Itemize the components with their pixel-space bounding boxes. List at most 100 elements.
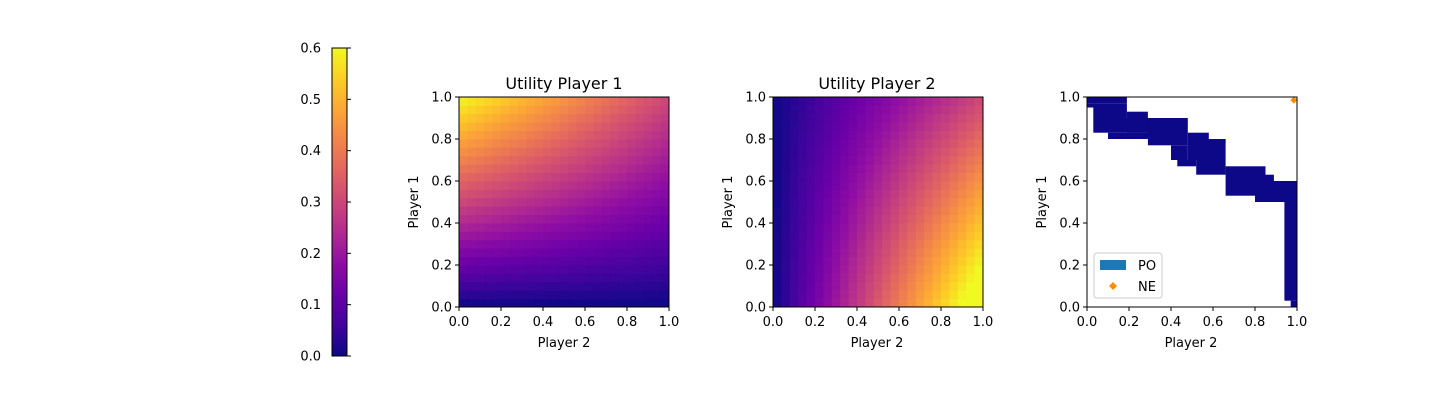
- heatmap-cell: [610, 189, 619, 199]
- heatmap-cell: [873, 97, 883, 106]
- heatmap-cell: [635, 181, 645, 190]
- heatmap-cell: [543, 248, 552, 257]
- heatmap-cell: [526, 206, 535, 215]
- heatmap-cell: [484, 172, 493, 182]
- heatmap-cell: [492, 231, 502, 241]
- heatmap-cell: [865, 197, 875, 207]
- heatmap-cell: [543, 113, 552, 123]
- heatmap-cell: [627, 248, 636, 257]
- heatmap-cell: [907, 172, 917, 182]
- heatmap-cell: [492, 172, 502, 182]
- heatmap-cell: [492, 298, 502, 308]
- heatmap-cell: [576, 214, 586, 224]
- heatmap-cell: [467, 130, 477, 140]
- heatmap-cell: [806, 273, 816, 283]
- heatmap-cell: [543, 139, 552, 148]
- y-tick-label: 0.8: [745, 133, 766, 148]
- heatmap-cell: [610, 197, 619, 207]
- heatmap-cell: [915, 172, 925, 182]
- heatmap-cell: [551, 248, 561, 257]
- heatmap-cell: [873, 172, 883, 182]
- heatmap-cell: [643, 256, 653, 266]
- heatmap-cell: [823, 256, 833, 266]
- heatmap-cell: [890, 206, 900, 215]
- heatmap-cell: [618, 197, 628, 207]
- heatmap-cell: [635, 223, 645, 232]
- heatmap-cell: [789, 130, 799, 140]
- colorbar-tick-label: 0.2: [300, 247, 321, 262]
- heatmap-cell: [831, 256, 841, 266]
- heatmap-cell: [924, 105, 933, 115]
- heatmap-cell: [635, 298, 645, 308]
- heatmap-cell: [915, 273, 925, 283]
- heatmap-cell: [806, 197, 816, 207]
- heatmap-cell: [815, 298, 824, 308]
- heatmap-cell: [459, 256, 468, 266]
- heatmap-cell: [610, 155, 619, 165]
- heatmap-cell: [610, 113, 619, 123]
- heatmap-cell: [781, 281, 791, 291]
- heatmap-cell: [848, 164, 858, 173]
- heatmap-cell: [899, 181, 908, 190]
- heatmap-cell: [534, 239, 544, 249]
- heatmap-cell: [459, 181, 468, 190]
- heatmap-cell: [475, 113, 485, 123]
- heatmap-cell: [459, 197, 468, 207]
- heatmap-cell: [974, 214, 984, 224]
- heatmap-cell: [857, 206, 866, 215]
- heatmap-cell: [660, 139, 670, 148]
- heatmap-cell: [941, 273, 950, 283]
- heatmap-cell: [899, 189, 908, 199]
- heatmap-cell: [475, 172, 485, 182]
- heatmap-cell: [789, 155, 799, 165]
- heatmap-cell: [559, 189, 569, 199]
- heatmap-cell: [509, 298, 519, 308]
- heatmap-cell: [865, 139, 875, 148]
- utility-player-2-heatmap: [773, 97, 984, 308]
- heatmap-cell: [907, 256, 917, 266]
- heatmap-cell: [543, 281, 552, 291]
- heatmap-cell: [459, 265, 468, 274]
- heatmap-cell: [576, 113, 586, 123]
- heatmap-cell: [873, 181, 883, 190]
- heatmap-cell: [559, 181, 569, 190]
- heatmap-cell: [652, 197, 661, 207]
- heatmap-cell: [873, 139, 883, 148]
- heatmap-cell: [882, 147, 891, 157]
- x-tick-label: 0.2: [491, 315, 512, 330]
- heatmap-cell: [492, 147, 502, 157]
- heatmap-cell: [865, 248, 875, 257]
- heatmap-cell: [823, 298, 833, 308]
- heatmap-cell: [890, 97, 900, 106]
- heatmap-cell: [610, 256, 619, 266]
- heatmap-cell: [907, 206, 917, 215]
- heatmap-cell: [924, 147, 933, 157]
- heatmap-cell: [840, 281, 849, 291]
- x-tick-label: 1.0: [659, 315, 680, 330]
- heatmap-cell: [627, 214, 636, 224]
- heatmap-cell: [660, 206, 670, 215]
- heatmap-cell: [475, 189, 485, 199]
- heatmap-cell: [559, 248, 569, 257]
- heatmap-cell: [882, 97, 891, 106]
- heatmap-cell: [501, 206, 510, 215]
- heatmap-cell: [848, 265, 858, 274]
- heatmap-cell: [899, 206, 908, 215]
- heatmap-cell: [509, 97, 519, 106]
- heatmap-cell: [865, 281, 875, 291]
- heatmap-cell: [568, 139, 577, 148]
- heatmap-cell: [475, 214, 485, 224]
- heatmap-cell: [798, 206, 807, 215]
- heatmap-cell: [848, 256, 858, 266]
- heatmap-cell: [789, 214, 799, 224]
- heatmap-cell: [789, 281, 799, 291]
- heatmap-cell: [618, 164, 628, 173]
- heatmap-cell: [610, 231, 619, 241]
- y-tick-label: 0.8: [1059, 133, 1080, 148]
- heatmap-cell: [941, 223, 950, 232]
- heatmap-cell: [949, 139, 959, 148]
- heatmap-cell: [459, 113, 468, 123]
- heatmap-cell: [882, 281, 891, 291]
- heatmap-cell: [831, 248, 841, 257]
- heatmap-cell: [492, 122, 502, 131]
